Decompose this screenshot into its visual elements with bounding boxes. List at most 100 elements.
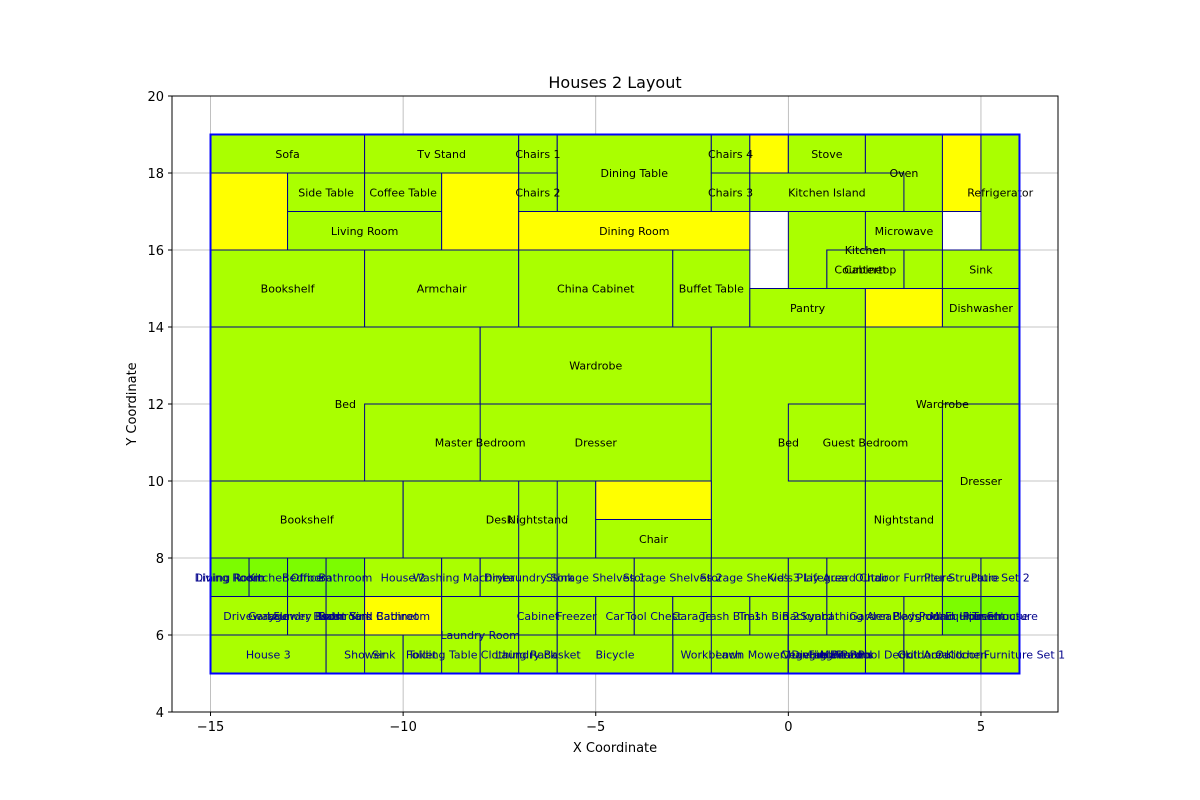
room-rect bbox=[518, 211, 751, 251]
room-label: Dresser bbox=[575, 437, 618, 450]
room-label: Clothing Rack bbox=[481, 648, 557, 661]
y-tick-label: 6 bbox=[156, 629, 164, 644]
room-label: Chairs 2 bbox=[515, 186, 560, 199]
room-rect bbox=[364, 634, 404, 674]
room-label: Microwave bbox=[875, 225, 934, 238]
x-tick-label: −10 bbox=[389, 720, 416, 735]
room-rect bbox=[749, 134, 789, 174]
y-tick-label: 18 bbox=[147, 167, 164, 182]
room-label: Master Bedroom bbox=[435, 437, 526, 450]
room-label: Sink Cabinet bbox=[349, 610, 419, 623]
y-tick-label: 16 bbox=[147, 244, 164, 259]
room-label: Bicycle bbox=[595, 648, 634, 661]
room-label: Main Pool bbox=[820, 648, 873, 661]
room-label: Trash Bin 1 bbox=[699, 610, 761, 623]
room-rect bbox=[864, 557, 943, 597]
room-label: Dresser bbox=[960, 475, 1003, 488]
room-rect bbox=[210, 480, 404, 559]
outer-boundary bbox=[209, 133, 1021, 675]
room-label: Sink bbox=[969, 263, 993, 276]
room-rect bbox=[595, 596, 635, 636]
room-label: Cabinet bbox=[844, 263, 887, 276]
axes-layer: −15 −10 −5 0 5 4 6 8 10 12 14 16 18 20 bbox=[147, 90, 1059, 735]
room-label: Bathroom bbox=[318, 571, 372, 584]
room-label: Storage Shelves 1 bbox=[546, 571, 646, 584]
room-label: Outdoor Furniture bbox=[855, 571, 953, 584]
room-label: Stove bbox=[811, 148, 843, 161]
room-rect bbox=[980, 134, 1020, 251]
room-label: Kitchen bbox=[248, 571, 289, 584]
room-rect bbox=[941, 596, 982, 636]
x-axis-label: X Coordinate bbox=[573, 741, 657, 756]
room-label: Sink bbox=[372, 648, 396, 661]
y-tick-label: 4 bbox=[156, 706, 164, 721]
room-label: Storage Shelves 2 bbox=[623, 571, 723, 584]
room-label: Dining Table bbox=[601, 167, 669, 180]
room-rect bbox=[864, 480, 943, 559]
room-label: Driveway bbox=[223, 610, 275, 623]
room-label: Kitchen Island bbox=[788, 186, 866, 199]
room-rect bbox=[325, 557, 366, 597]
room-label: Changing Rooms bbox=[780, 648, 873, 661]
room-label: Grill Area bbox=[898, 648, 949, 661]
room-label: Kid's Play Area bbox=[767, 571, 848, 584]
room-label: Lawn Mower bbox=[715, 648, 784, 661]
room-label: Dining Room bbox=[195, 571, 265, 584]
room-label: Bathroom bbox=[318, 610, 372, 623]
room-rect bbox=[518, 557, 558, 597]
room-label: Buffet Table bbox=[679, 283, 744, 296]
room-label: Workbench bbox=[680, 648, 742, 661]
room-rect bbox=[518, 172, 558, 212]
room-label: Patio Set 2 bbox=[971, 571, 1030, 584]
y-tick-label: 20 bbox=[147, 90, 164, 105]
room-label: Pool Equipment bbox=[919, 610, 1006, 623]
room-rect bbox=[710, 596, 751, 636]
room-rect bbox=[672, 249, 751, 328]
room-label: Laundry Room bbox=[267, 610, 347, 623]
room-label: Side Table bbox=[298, 186, 354, 199]
room-label: Pantry bbox=[790, 302, 826, 315]
x-tick-label: −15 bbox=[197, 720, 224, 735]
room-label: Countertop bbox=[834, 263, 896, 276]
room-label: Desk bbox=[486, 514, 514, 527]
room-label: Front Yard bbox=[318, 610, 373, 623]
room-label: Laundry Sink bbox=[502, 571, 574, 584]
room-label: Living Room bbox=[331, 225, 399, 238]
room-label: Office bbox=[291, 571, 323, 584]
room-label: Dryer bbox=[484, 571, 515, 584]
y-tick-label: 10 bbox=[147, 475, 164, 490]
room-label: Nightstand bbox=[874, 514, 934, 527]
room-rect bbox=[441, 172, 520, 251]
room-label: Bed bbox=[778, 437, 799, 450]
room-label: Car bbox=[606, 610, 625, 623]
room-rect bbox=[941, 249, 1020, 289]
room-label: House 2 bbox=[381, 571, 426, 584]
room-label: Chairs 3 bbox=[708, 186, 753, 199]
room-label: Dining Room bbox=[599, 225, 669, 238]
room-rect bbox=[287, 211, 443, 251]
room-label: Fire Pit bbox=[808, 648, 846, 661]
room-label: Tv Stand bbox=[416, 148, 466, 161]
room-label: Cabinet bbox=[517, 610, 560, 623]
room-label: Chair bbox=[639, 533, 668, 546]
room-rect bbox=[364, 172, 443, 212]
room-label: Pier Structure bbox=[963, 610, 1039, 623]
y-tick-label: 12 bbox=[147, 398, 164, 413]
room-rect bbox=[941, 134, 982, 212]
room-label: Laundry Room bbox=[440, 629, 520, 642]
room-label: Kitchen bbox=[845, 244, 886, 257]
room-label: Dishwasher bbox=[949, 302, 1013, 315]
room-label: Outdoor Kitchen bbox=[898, 648, 988, 661]
room-label: Pool Deck bbox=[858, 648, 913, 661]
room-rect bbox=[479, 403, 712, 482]
room-label: Chairs 4 bbox=[708, 148, 753, 161]
room-label: Refrigerator bbox=[967, 186, 1033, 199]
room-label: Armchair bbox=[417, 283, 467, 296]
room-rect bbox=[864, 288, 943, 328]
room-label: Flower Beds bbox=[273, 610, 340, 623]
room-label: Garage bbox=[672, 610, 713, 623]
room-rect bbox=[980, 634, 1020, 674]
room-rect bbox=[518, 634, 558, 674]
x-tick-label: −5 bbox=[586, 720, 605, 735]
